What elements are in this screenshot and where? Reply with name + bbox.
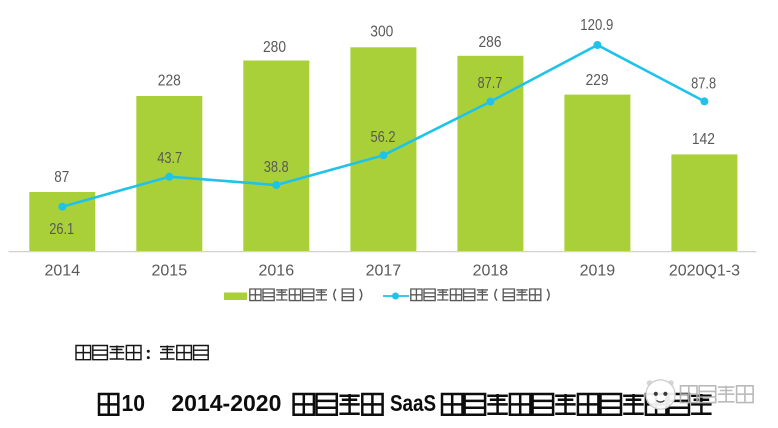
svg-text:286: 286 <box>479 34 502 51</box>
svg-text:87.8: 87.8 <box>691 76 716 93</box>
svg-text:10: 10 <box>122 390 146 416</box>
svg-text:87: 87 <box>54 169 69 186</box>
svg-text:2020Q1-3: 2020Q1-3 <box>669 263 740 280</box>
svg-text:2016: 2016 <box>259 263 295 280</box>
svg-text:38.8: 38.8 <box>264 159 289 176</box>
svg-text:229: 229 <box>586 72 609 89</box>
svg-text:2018: 2018 <box>473 263 509 280</box>
svg-text:43.7: 43.7 <box>157 150 182 167</box>
svg-text:87.7: 87.7 <box>478 75 503 92</box>
svg-text:2015: 2015 <box>152 263 188 280</box>
svg-text:228: 228 <box>158 73 181 90</box>
svg-text:142: 142 <box>692 131 715 148</box>
svg-text:2017: 2017 <box>366 263 402 280</box>
svg-text:56.2: 56.2 <box>371 129 396 146</box>
svg-text:2019: 2019 <box>580 263 616 280</box>
svg-text:SaaS: SaaS <box>390 390 436 416</box>
svg-text:2014-2020: 2014-2020 <box>171 390 281 416</box>
svg-text:2014: 2014 <box>45 263 81 280</box>
svg-text:300: 300 <box>370 23 393 40</box>
svg-text:120.9: 120.9 <box>580 17 613 34</box>
svg-text:26.1: 26.1 <box>49 221 74 238</box>
svg-text:280: 280 <box>263 39 286 56</box>
